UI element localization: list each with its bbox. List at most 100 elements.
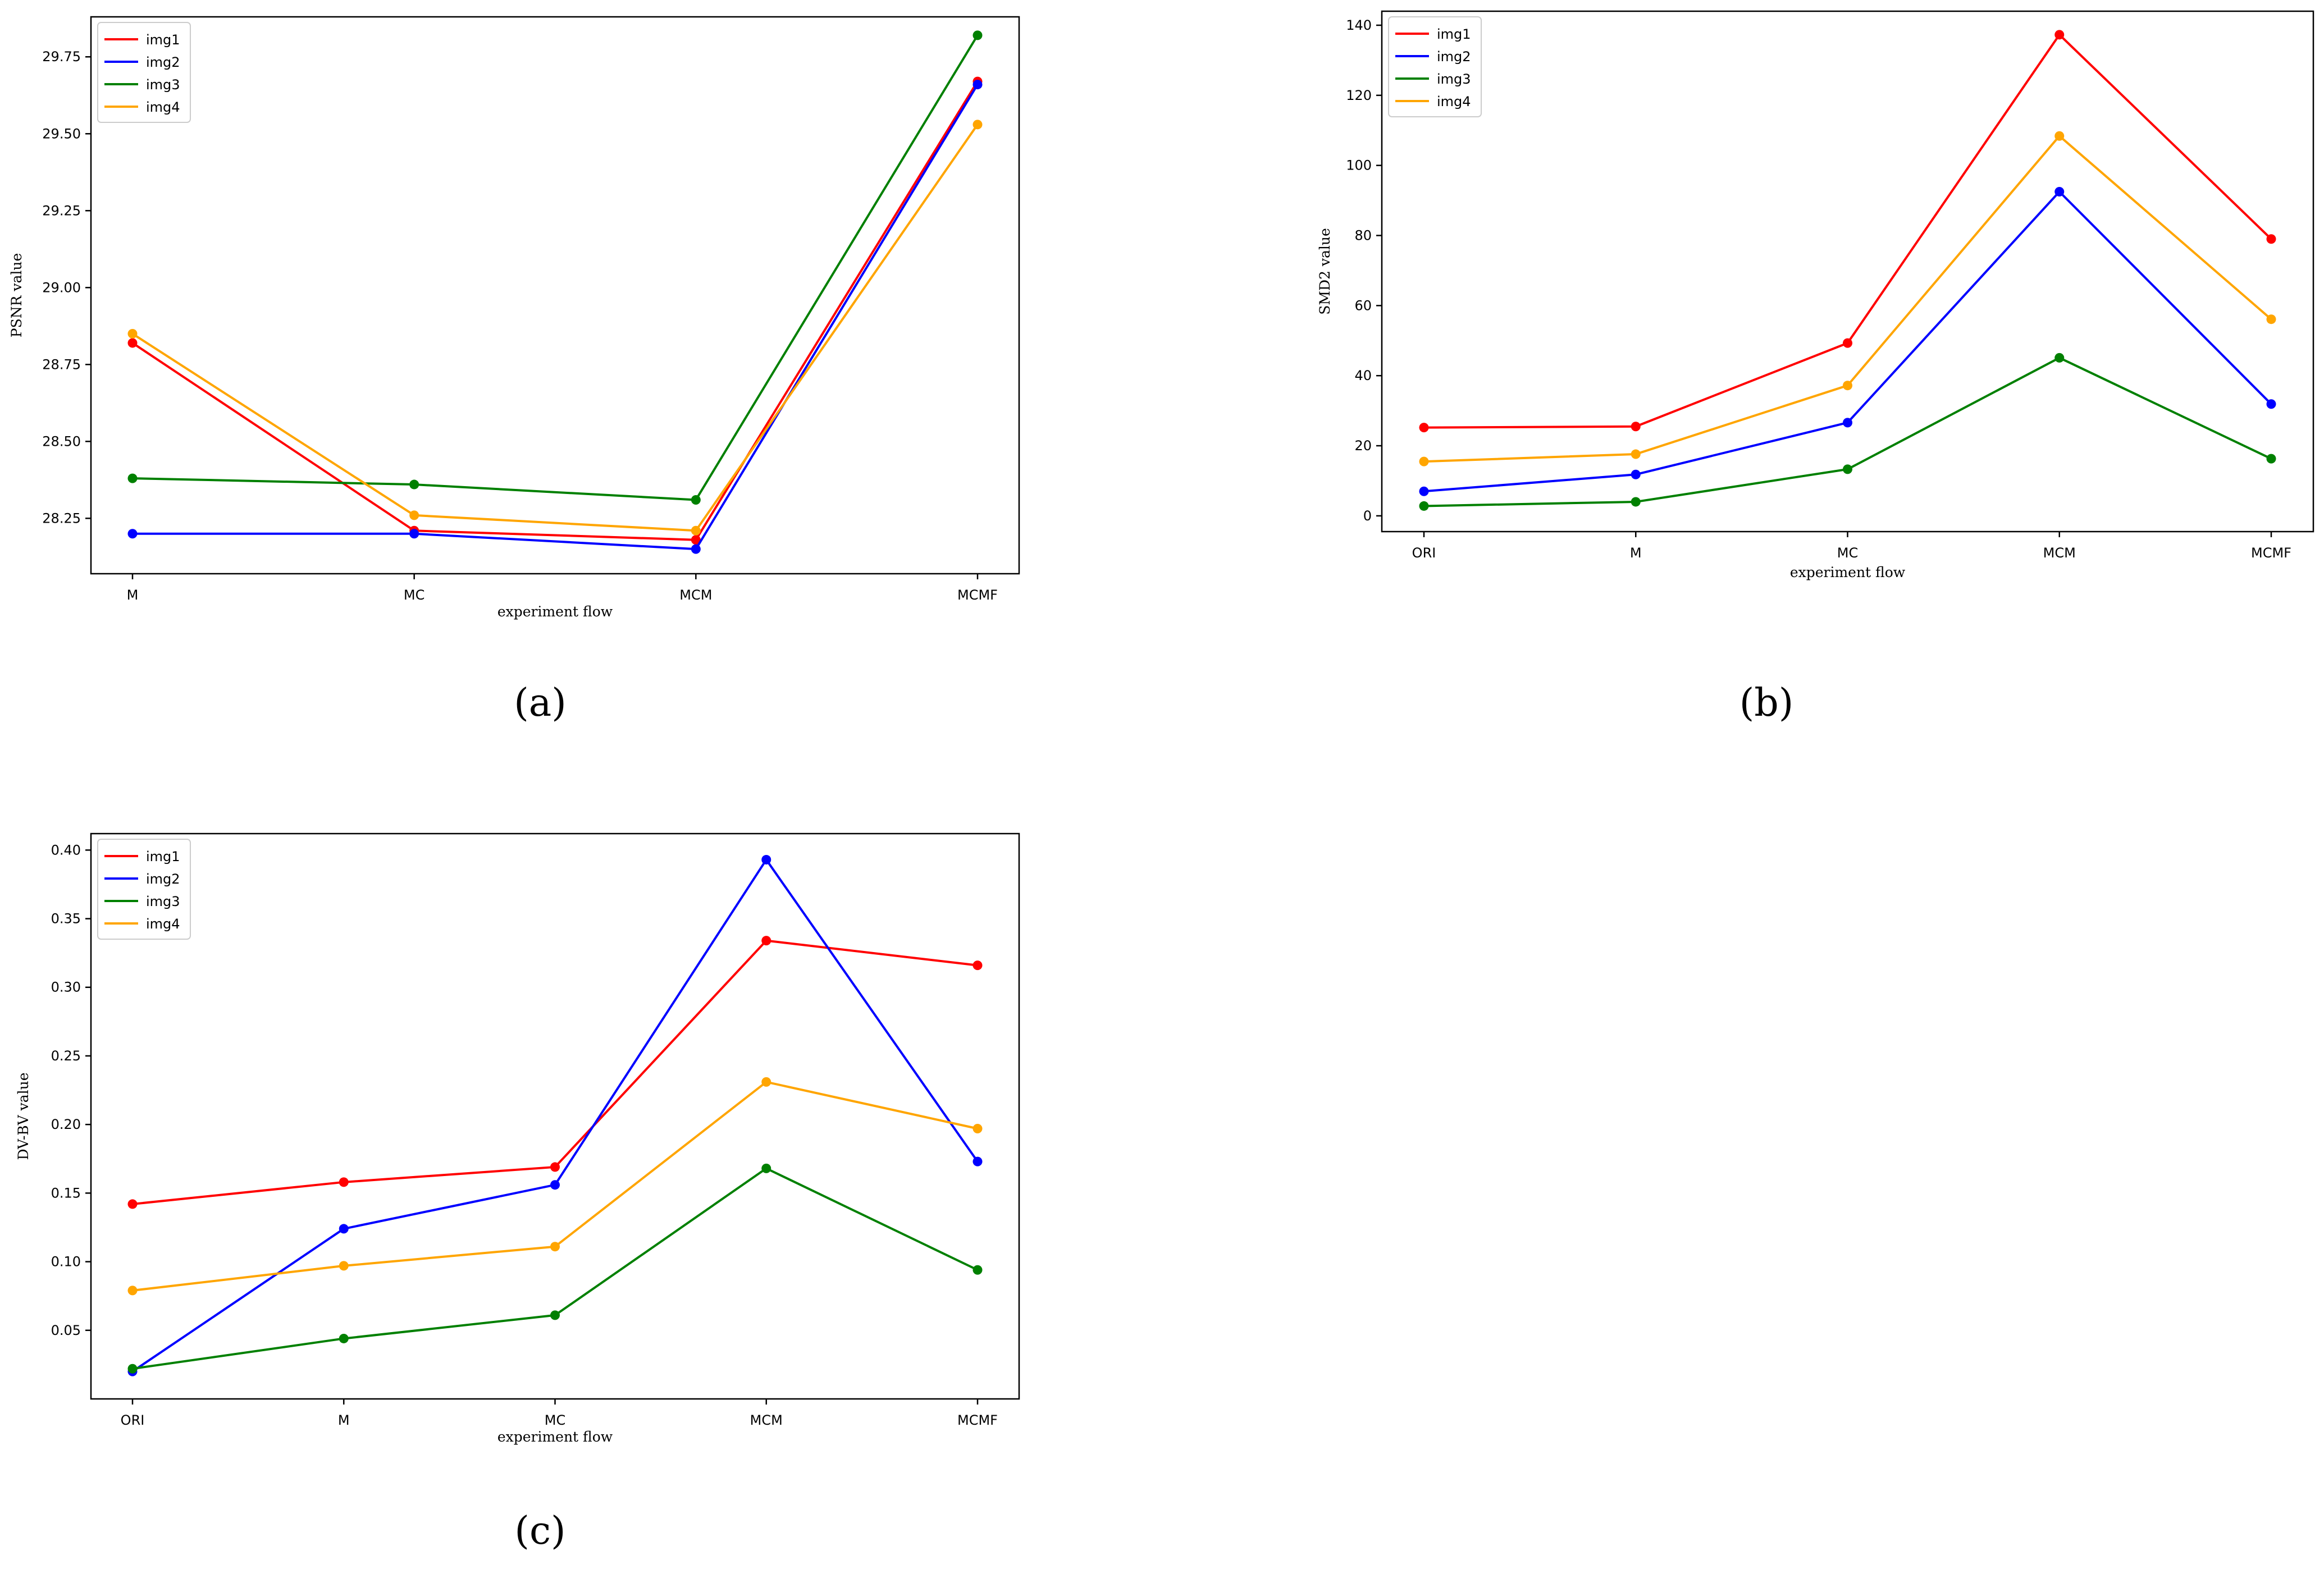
data-point-img1-mcm	[2054, 30, 2065, 40]
y-tick-label-2: 28.75	[42, 356, 81, 372]
y-tick-label-3: 0.20	[51, 1117, 81, 1132]
panel-label: (b)	[1739, 681, 1794, 725]
data-point-img3-mcm	[2054, 353, 2065, 363]
legend-label-img3: img3	[146, 894, 180, 909]
chart-smd2: ORI M MC MCM MCMF 0 20 40 60 80 100 120 140 experimen…	[1317, 10, 2314, 725]
x-tick-label-ori: ORI	[1412, 545, 1436, 561]
data-point-img3-mc	[550, 1310, 560, 1320]
y-tick-label-2: 0.15	[51, 1185, 81, 1201]
y-tick-label-6: 0.35	[51, 911, 81, 927]
data-point-img2-m	[127, 529, 138, 539]
data-point-img4-m	[1631, 449, 1641, 459]
data-point-img4-mcm	[2054, 131, 2065, 141]
y-tick-label-6: 120	[1346, 88, 1372, 103]
series-line-img1	[1423, 33, 2272, 429]
y-tick-label-0: 28.25	[42, 510, 81, 526]
y-tick-label-5: 29.50	[42, 126, 81, 141]
data-point-img3-m	[339, 1333, 349, 1343]
data-point-img4-m	[339, 1261, 349, 1271]
series-line-img1	[131, 81, 979, 541]
legend-label-img1: img1	[146, 849, 180, 864]
data-point-img3-mc	[409, 479, 419, 490]
data-point-img3-ori	[1419, 501, 1429, 511]
x-tick-label-mcm: MCM	[750, 1412, 783, 1428]
data-point-img2-ori	[1419, 486, 1429, 496]
data-point-img1-ori	[1419, 423, 1429, 433]
data-point-img4-mcmf	[972, 120, 983, 130]
data-point-img1-mcm	[761, 936, 771, 946]
legend-label-img1: img1	[1437, 26, 1471, 42]
x-tick-label-mc: MC	[545, 1412, 565, 1428]
data-point-img3-mcmf	[972, 30, 983, 40]
y-tick-label-1: 28.50	[42, 433, 81, 449]
chart-dv-bv: ORI M MC MCM MCMF 0.05 0.10 0.15 0.20 0.25 0.30 0.3…	[15, 832, 1020, 1553]
data-point-img4-mcmf	[2266, 314, 2276, 324]
series-line-img2	[131, 858, 979, 1373]
data-point-img4-mc	[550, 1242, 560, 1252]
x-tick-label-mc: MC	[404, 587, 424, 603]
plot-frame	[90, 16, 1020, 575]
x-tick-label-mc: MC	[1837, 545, 1858, 561]
x-tick-label-m: M	[127, 587, 139, 603]
data-point-img2-mcmf	[972, 80, 983, 90]
data-point-img1-m	[127, 338, 138, 348]
data-point-img2-mc	[409, 529, 419, 539]
panel-label: (a)	[514, 681, 567, 725]
legend-label-img3: img3	[1437, 71, 1471, 87]
y-tick-label-3: 60	[1354, 298, 1372, 313]
data-point-img4-mc	[1843, 381, 1852, 391]
data-point-img3-mc	[1843, 464, 1852, 474]
x-tick-label-mcmf: MCMF	[957, 587, 998, 603]
x-tick-label-mcm: MCM	[679, 587, 712, 603]
legend-label-img2: img2	[146, 871, 180, 887]
x-tick-label-m: M	[1630, 545, 1642, 561]
data-point-img1-mcmf	[2266, 234, 2276, 244]
data-point-img2-mc	[1843, 418, 1852, 428]
y-tick-label-0: 0	[1363, 508, 1372, 524]
data-point-img2-mc	[550, 1180, 560, 1190]
data-point-img3-mcm	[761, 1163, 771, 1173]
legend-label-img2: img2	[146, 54, 180, 70]
y-tick-label-2: 40	[1354, 368, 1372, 383]
y-tick-label-1: 0.10	[51, 1254, 81, 1270]
x-tick-label-mcmf: MCMF	[957, 1412, 998, 1428]
data-point-img3-mcmf	[2266, 454, 2276, 464]
series-line-img3	[1423, 356, 2272, 507]
panel-label: (c)	[514, 1509, 565, 1553]
data-point-img3-mcmf	[972, 1265, 983, 1275]
data-point-img3-m	[1631, 497, 1641, 507]
y-tick-label-4: 29.25	[42, 203, 81, 218]
data-point-img2-mcmf	[972, 1156, 983, 1167]
data-point-img2-mcm	[2054, 186, 2065, 196]
series-line-img4	[131, 123, 979, 532]
y-axis-title: PSNR value	[8, 253, 25, 338]
y-tick-label-4: 0.25	[51, 1048, 81, 1064]
legend-label-img4: img4	[146, 99, 180, 115]
y-tick-label-5: 100	[1346, 158, 1372, 173]
legend-label-img1: img1	[146, 32, 180, 48]
series-line-img3	[132, 1167, 978, 1370]
y-tick-label-5: 0.30	[51, 980, 81, 995]
data-point-img4-ori	[127, 1286, 138, 1296]
data-point-img2-mcm	[761, 854, 771, 864]
legend-label-img3: img3	[146, 77, 180, 93]
data-point-img1-m	[1631, 422, 1641, 432]
chart-psnr: M MC MCM MCMF 28.25 28.50 28.75 29.00 29.25 29.50…	[8, 16, 1020, 725]
legend-box	[97, 839, 191, 940]
legend-label-img2: img2	[1437, 49, 1471, 65]
data-point-img3-ori	[127, 1364, 138, 1374]
y-tick-label-7: 0.40	[51, 842, 81, 858]
data-point-img4-mcm	[691, 525, 701, 536]
y-tick-label-3: 29.00	[42, 280, 81, 295]
x-tick-label-m: M	[338, 1412, 350, 1428]
series-line-img2	[133, 84, 979, 551]
legend-box	[97, 22, 191, 123]
plot-frame	[1381, 10, 2314, 533]
legend-label-img4: img4	[1437, 94, 1471, 109]
x-tick-label-mcmf: MCMF	[2251, 545, 2291, 561]
data-point-img2-m	[1631, 469, 1641, 479]
y-tick-label-4: 80	[1354, 228, 1372, 244]
data-point-img4-mcm	[761, 1077, 771, 1087]
x-axis-title: experiment flow	[1790, 564, 1906, 580]
